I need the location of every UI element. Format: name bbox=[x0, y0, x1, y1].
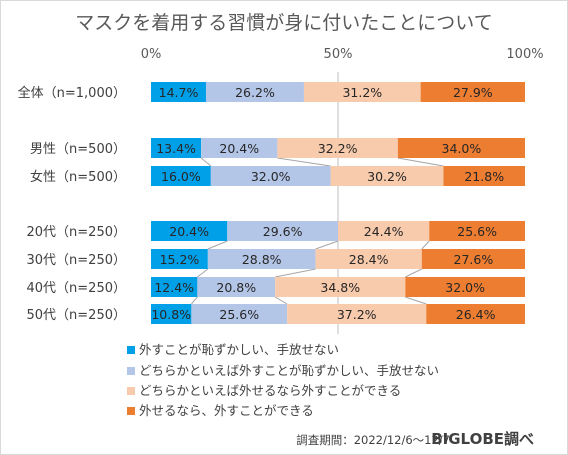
data-label: 34.0% bbox=[442, 141, 482, 156]
x-tick-label: 100% bbox=[506, 47, 543, 62]
data-label: 10.8% bbox=[151, 307, 191, 322]
data-label: 13.4% bbox=[156, 141, 196, 156]
legend-label-1: 外すことが恥ずかしい、手放せない bbox=[139, 342, 340, 357]
data-label: 15.2% bbox=[160, 252, 200, 267]
data-label: 27.9% bbox=[453, 85, 493, 100]
bar-segment-4 bbox=[426, 304, 525, 324]
data-label: 20.8% bbox=[216, 280, 256, 295]
legend-swatch-1 bbox=[127, 346, 135, 354]
bar-segment-4 bbox=[397, 138, 525, 158]
legend-item-4: 外せるなら、外すことができる bbox=[127, 402, 314, 420]
bar-segment-1 bbox=[151, 277, 198, 297]
series-line bbox=[200, 157, 212, 167]
legend-item-3: どちらかといえば外せるなら外すことができる bbox=[127, 382, 401, 400]
data-label: 32.2% bbox=[318, 141, 358, 156]
data-label: 20.4% bbox=[169, 224, 209, 239]
category-label: 男性（n=500） bbox=[30, 142, 126, 157]
data-label: 26.2% bbox=[235, 85, 275, 100]
category-label: 30代（n=250） bbox=[27, 253, 127, 268]
data-label: 29.6% bbox=[263, 224, 303, 239]
bar-segment-1 bbox=[151, 221, 228, 241]
bar-segment-3 bbox=[338, 221, 430, 241]
bar-segment-2 bbox=[207, 249, 316, 269]
bar-segment-2 bbox=[201, 138, 278, 158]
data-label: 31.2% bbox=[342, 85, 382, 100]
series-line bbox=[274, 296, 288, 305]
legend-swatch-3 bbox=[127, 387, 135, 395]
series-line bbox=[197, 268, 209, 278]
category-label: 女性（n=500） bbox=[30, 169, 126, 185]
legend-swatch-2 bbox=[127, 367, 135, 375]
legend-label-2: どちらかといえば外すことが恥ずかしい、手放せない bbox=[139, 363, 440, 378]
data-label: 32.0% bbox=[445, 280, 485, 295]
x-tick-label: 50% bbox=[324, 47, 353, 62]
category-label: 全体（n=1,000） bbox=[18, 85, 126, 101]
bar-segment-3 bbox=[315, 249, 422, 269]
data-label: 21.8% bbox=[464, 169, 504, 184]
legend-label-4: 外せるなら、外すことができる bbox=[139, 403, 314, 418]
data-label: 25.6% bbox=[219, 307, 259, 322]
bar-segment-1 bbox=[151, 304, 192, 324]
bar-segment-2 bbox=[197, 277, 276, 297]
data-label: 16.0% bbox=[161, 169, 201, 184]
category-label: 50代（n=250） bbox=[27, 308, 127, 323]
data-label: 28.4% bbox=[349, 252, 389, 267]
bar-segment-1 bbox=[151, 138, 202, 158]
bar-segment-3 bbox=[275, 277, 406, 297]
bar-segment-3 bbox=[287, 304, 427, 324]
data-label: 20.4% bbox=[219, 141, 259, 156]
legend-item-1: 外すことが恥ずかしい、手放せない bbox=[127, 341, 339, 359]
series-line bbox=[275, 268, 316, 278]
bar-segment-2 bbox=[227, 221, 338, 241]
bar-segment-3 bbox=[330, 166, 444, 186]
data-label: 30.2% bbox=[367, 169, 407, 184]
bar-segment-4 bbox=[421, 249, 525, 269]
bar-segment-2 bbox=[191, 304, 288, 324]
legend-item-2: どちらかといえば外すことが恥ずかしい、手放せない bbox=[127, 362, 439, 380]
bar-segment-3 bbox=[303, 82, 421, 102]
bar-segment-2 bbox=[205, 82, 304, 102]
bar-segment-4 bbox=[443, 166, 525, 186]
bar-segment-4 bbox=[420, 82, 525, 102]
data-label: 34.8% bbox=[320, 280, 360, 295]
source-credit: BIGLOBE調べ bbox=[431, 430, 534, 448]
series-line bbox=[421, 240, 430, 250]
series-line bbox=[397, 157, 444, 167]
data-label: 14.7% bbox=[159, 85, 199, 100]
bar-segment-1 bbox=[151, 166, 211, 186]
series-line bbox=[315, 240, 339, 250]
data-label: 27.6% bbox=[454, 252, 494, 267]
category-label: 20代（n=250） bbox=[27, 225, 127, 240]
data-label: 24.4% bbox=[364, 224, 404, 239]
data-label: 25.6% bbox=[457, 224, 497, 239]
data-label: 32.0% bbox=[251, 169, 291, 184]
data-label: 28.8% bbox=[242, 252, 282, 267]
category-label: 40代（n=250） bbox=[27, 281, 127, 296]
legend-label-3: どちらかといえば外せるなら外すことができる bbox=[139, 383, 402, 398]
bar-segment-1 bbox=[151, 249, 208, 269]
series-line bbox=[405, 268, 422, 278]
series-line bbox=[277, 157, 331, 167]
bar-segment-3 bbox=[277, 138, 398, 158]
survey-period: 調査期間：2022/12/6～12/7 bbox=[296, 433, 450, 447]
x-tick-label: 0% bbox=[141, 47, 162, 62]
series-line bbox=[405, 296, 427, 305]
data-label: 37.2% bbox=[337, 307, 377, 322]
bar-segment-2 bbox=[210, 166, 331, 186]
legend-swatch-4 bbox=[127, 407, 135, 415]
series-line bbox=[207, 240, 228, 250]
data-label: 26.4% bbox=[456, 307, 496, 322]
chart-title: マスクを着用する習慣が身に付いたことについて bbox=[75, 12, 493, 34]
data-label: 12.4% bbox=[154, 280, 194, 295]
bar-segment-4 bbox=[405, 277, 525, 297]
series-line bbox=[191, 296, 198, 305]
bar-segment-1 bbox=[151, 82, 206, 102]
bar-segment-4 bbox=[429, 221, 525, 241]
